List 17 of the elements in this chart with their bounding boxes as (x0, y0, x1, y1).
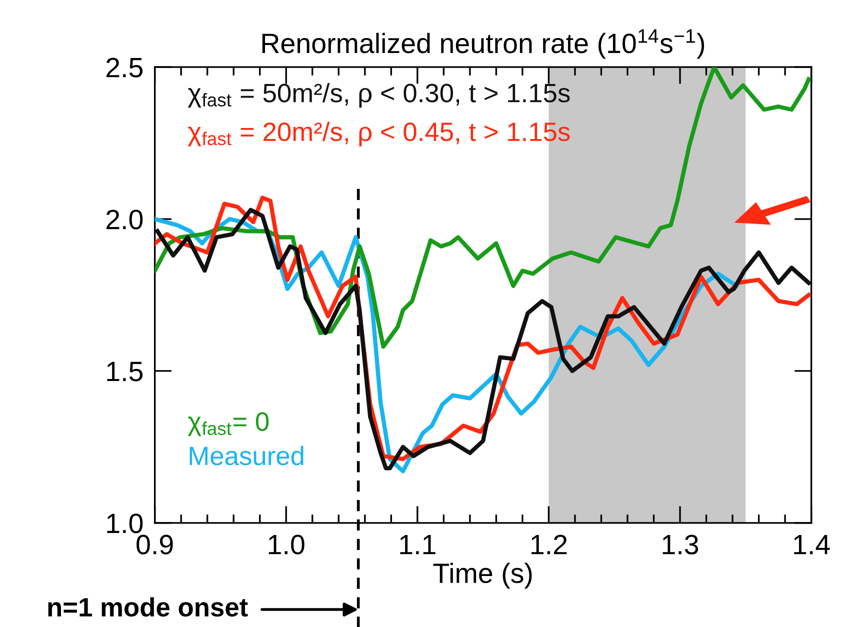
x-tick-label: 0.9 (136, 534, 173, 554)
text: χ$_{fast}$ = 20m²/s, ρ < 0.45, t > 1.15s (188, 122, 570, 146)
x-tick-label: 1.0 (268, 534, 304, 554)
x-tick-label: 1.3 (662, 534, 698, 554)
y-tick-label: 1.0 (107, 514, 143, 534)
text: Measured (190, 446, 304, 466)
x-axis-title: Time (s) (433, 562, 532, 589)
x-tick-label: 1.4 (794, 535, 830, 554)
y-tick-label: 1.5 (107, 362, 143, 382)
ref-line-label: n=1 mode onset (48, 597, 248, 617)
y-tick-label: 2.5 (106, 58, 143, 78)
text: χ$_{fast}$= 0 (188, 412, 269, 436)
x-tick-label: 1.1 (400, 535, 436, 554)
text: χ$_{fast}$ = 50m²/s, ρ < 0.30, t > 1.15s (188, 83, 570, 108)
y-tick-label: 2.0 (106, 210, 143, 230)
chart-title: Renormalized neutron rate (10$^{14}$s$^{−1}$) (262, 29, 704, 59)
x-tick-label: 1.2 (532, 534, 567, 554)
